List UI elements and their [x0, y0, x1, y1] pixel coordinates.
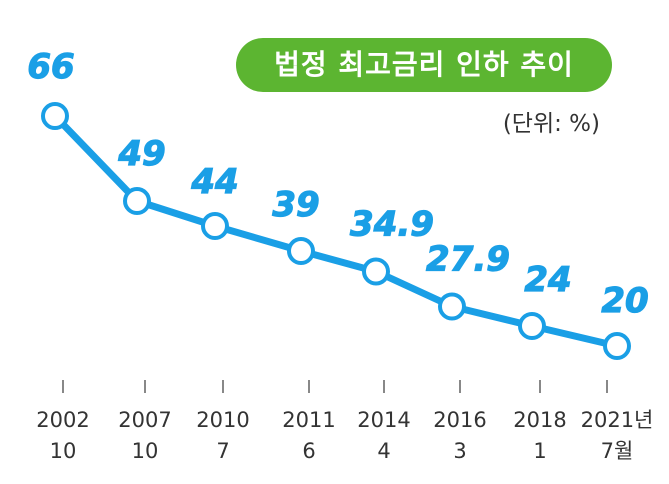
unit-label: (단위: %): [502, 111, 600, 137]
x-tick-label-year: 2007: [118, 408, 171, 432]
data-point: [438, 292, 466, 321]
x-tick-label-year: 2002: [36, 408, 89, 432]
data-point: [123, 187, 151, 215]
data-point: [603, 332, 631, 360]
x-tick-label-year: 2021년: [581, 408, 654, 432]
x-tick-label-month: 7: [216, 439, 229, 463]
value-label: 27.9: [426, 240, 510, 280]
x-tick-label-month: 10: [132, 439, 159, 463]
value-label: 39: [272, 185, 319, 225]
chart-title: 법정 최고금리 인하 추이: [236, 38, 612, 92]
x-tick-label-month: 3: [453, 439, 466, 463]
x-tick-label-month: 4: [377, 439, 390, 463]
data-point: [41, 102, 69, 130]
x-tick-label-month: 10: [50, 439, 77, 463]
data-point: [201, 212, 229, 240]
x-tick-label-year: 2014: [357, 408, 410, 432]
x-tick-label-year: 2016: [433, 408, 486, 432]
data-point: [287, 237, 315, 265]
data-point: [518, 312, 546, 340]
x-tick-label-year: 2010: [196, 408, 249, 432]
x-tick-label-year: 2018: [513, 408, 566, 432]
data-point: [362, 257, 390, 286]
value-label: 49: [117, 134, 165, 174]
x-tick-label-year: 2011: [282, 408, 335, 432]
value-label: 34.9: [350, 205, 434, 245]
x-tick-label-month: 6: [302, 439, 315, 463]
value-label: 44: [190, 162, 238, 202]
x-tick-label-month: 7월: [601, 439, 634, 463]
value-label: 20: [601, 281, 648, 321]
value-label: 24: [524, 260, 571, 300]
value-label: 66: [27, 47, 74, 87]
x-tick-label-month: 1: [533, 439, 546, 463]
